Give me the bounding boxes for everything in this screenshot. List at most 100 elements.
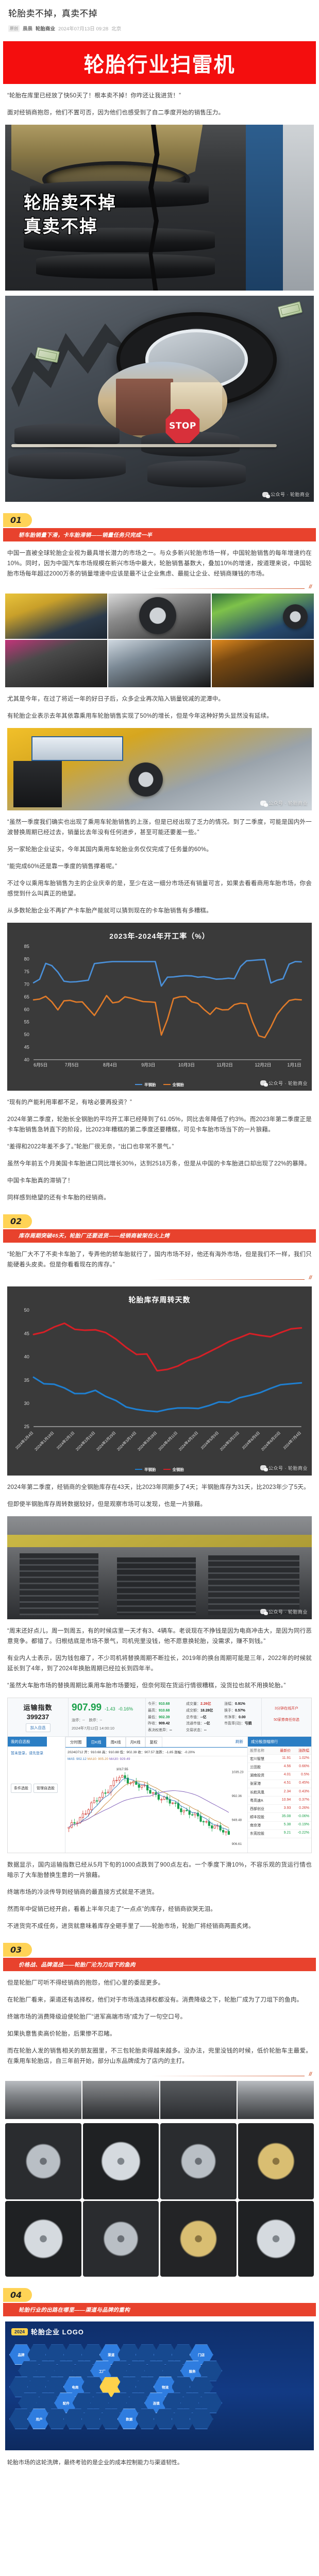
wheel-photo: [238, 2123, 314, 2199]
wheel-photo: [82, 2200, 159, 2277]
tab-daily-kline[interactable]: 日K线: [86, 1736, 106, 1747]
wheel-photo-grid: [5, 2123, 314, 2277]
stat-item: 流通市值：--亿: [186, 1722, 210, 1726]
warehouse-photo: 公众号 · 轮胎商业: [7, 1516, 312, 1619]
truck-cab-shape: [115, 379, 173, 435]
paragraph: 2024年第二季度，轮胎长全钢胎的平均开工率已经降到了61.05%，同比去年降低…: [7, 1116, 312, 1133]
paragraph: “周末还好点儿，周一到周五，有的时候店里一天才有3、4辆车。老说现在不挣钱是因为…: [7, 1628, 312, 1645]
svg-text:1035.23: 1035.23: [232, 1771, 244, 1774]
author-name[interactable]: 晨晨: [23, 26, 33, 32]
paragraph: 不过令以乘用车胎销售为主的企业庆幸的是，至少在这一细分市场还有销量可言，如果去看…: [7, 880, 312, 897]
tab-weekly-kline[interactable]: 周K线: [106, 1736, 126, 1747]
login-note[interactable]: 暂未登录，请先登录: [11, 1751, 43, 1755]
section-heading: 价格战、品牌混战——轮胎厂沦为刀俎下的鱼肉: [19, 1961, 136, 1968]
stat-item: 市净率：0.00: [224, 1715, 246, 1719]
condition-screen-button[interactable]: 条件选股: [11, 1783, 31, 1793]
cell-change: 0.45%: [299, 1781, 309, 1785]
table-row[interactable]: 东莞控股 9.21 -0.22%: [248, 1830, 311, 1839]
tire-stack-shape: [116, 1557, 196, 1615]
table-row[interactable]: 宏川智慧 11.91 1.02%: [248, 1755, 311, 1764]
section-marker-03: 03 价格战、品牌混战——轮胎厂沦为刀俎下的鱼肉: [3, 1943, 316, 1972]
stock-name: 运输指数: [23, 1703, 53, 1711]
tire-shape: [36, 254, 215, 279]
svg-text:12月2日: 12月2日: [255, 1062, 271, 1067]
svg-text:2024年2月15日: 2024年2月15日: [75, 1430, 96, 1451]
stock-quote-widget[interactable]: 运输指数 399237 加入自选 907.99 -1.43 -0.16% 涨停：…: [7, 1697, 312, 1854]
svg-text:10月3日: 10月3日: [178, 1062, 195, 1067]
wechat-icon: [260, 800, 268, 807]
kline-panel: 分时图 日K线 周K线 月K线 复权 刷新 2024O712 开：910.68 …: [65, 1736, 247, 1853]
wechat-icon: [260, 1080, 268, 1087]
ad-line[interactable]: 3分钟在线开户: [275, 1706, 298, 1710]
svg-text:40: 40: [24, 1057, 29, 1062]
legend-label: 全钢胎: [172, 1082, 184, 1087]
article-header: 轮胎卖不掉，真卖不掉 原创 晨晨 轮胎商业 2024年07月13日 09:28 …: [0, 0, 319, 32]
svg-text:2024年7月4日: 2024年7月4日: [282, 1430, 303, 1450]
table-row[interactable]: 顺丰控股 35.08 -0.06%: [248, 1813, 311, 1822]
svg-text:40: 40: [24, 1354, 29, 1360]
money-bill-icon: [35, 347, 60, 363]
svg-text:8月4日: 8月4日: [103, 1062, 117, 1067]
paragraph: “虽然大车胎市场的替换周期比乘用车胎市场要短，但奈何现在货运行情很糟糕，没货拉也…: [7, 1682, 286, 1689]
stat-item: 市盈率(动)：亏损: [224, 1722, 252, 1726]
table-row[interactable]: 湖南投资 4.01 0.5%: [248, 1772, 311, 1780]
paragraph: 2024年第二季度，经销商的全钢胎库存在43天，比2023年同期多了4天；半钢胎…: [7, 1484, 310, 1490]
account-name[interactable]: 轮胎商业: [36, 26, 56, 32]
cell-price: 5.38: [283, 1823, 291, 1827]
section-heading: 轮胎行业的出路在哪里——渠道与品牌的重构: [19, 2307, 130, 2313]
table-row[interactable]: 长航凤凰 2.34 0.43%: [248, 1788, 311, 1797]
expo-photo-collage: [5, 594, 314, 687]
hero-overlay-line-1: 轮胎卖不掉: [23, 192, 116, 214]
ranking-header: 成分股涨幅排行: [248, 1736, 311, 1747]
svg-text:949.48: 949.48: [232, 1818, 242, 1822]
expo-photo: [211, 594, 314, 639]
page-title: 轮胎卖不掉，真卖不掉: [8, 9, 97, 19]
svg-text:50: 50: [24, 1308, 29, 1313]
chart-plot: 25 30 35 40 45 50 2024年1月4日 2024年1月18日 2024年2月1日…: [11, 1307, 308, 1466]
table-row[interactable]: 粤高速A 10.94 0.37%: [248, 1797, 311, 1805]
legend-label: 半钢胎: [144, 1467, 156, 1472]
kline-svg: 1035.23 992.36 949.48 906.61 1017.55: [68, 1768, 244, 1846]
tire-shape: [129, 762, 163, 797]
stock-ads[interactable]: 3分钟在线开户 50家券商任你选: [262, 1698, 311, 1736]
manage-watchlist-button[interactable]: 管理自选股: [33, 1783, 58, 1793]
svg-text:2024年1月4日: 2024年1月4日: [14, 1430, 35, 1450]
paragraph: 而在轮胎人发的销售相关的朋友圈里，不三包轮胎卖得越来越多。没办法，兜里没钱的时候…: [7, 2048, 312, 2065]
table-row[interactable]: 西部创业 3.93 0.26%: [248, 1805, 311, 1814]
divider: [7, 1275, 312, 1281]
tab-monthly-kline[interactable]: 月K线: [125, 1736, 145, 1747]
ma5-value: MA5: 902.12: [68, 1757, 87, 1761]
section-marker-04: 04 轮胎行业的出路在哪里——渠道与品牌的重构: [3, 2288, 316, 2317]
promo-honeycomb-banner[interactable]: 2024 轮胎企业 LOGO 品牌 渠道 门店 工厂 服务 电商 物流 配件 连锁 用户 数据: [5, 2321, 314, 2451]
refresh-button[interactable]: 刷新: [236, 1739, 243, 1744]
tab-adjusted[interactable]: 复权: [145, 1736, 162, 1747]
svg-text:45: 45: [24, 1331, 29, 1336]
expo-photo: [108, 594, 211, 639]
ad-line[interactable]: 50家券商任你选: [274, 1718, 299, 1722]
svg-text:7月5日: 7月5日: [65, 1062, 79, 1067]
expo-photo: [5, 594, 108, 639]
limit-up-value: --: [82, 1718, 85, 1722]
stock-price-block: 907.99 -1.43 -0.16% 涨停：-- 跌停：-- 2024年7月1…: [69, 1698, 146, 1736]
table-row[interactable]: 南京港 5.38 -0.19%: [248, 1822, 311, 1830]
svg-text:30: 30: [24, 1401, 29, 1406]
paragraph: “能完成60%还是靠一季度的销售撑着呢。”: [7, 863, 117, 870]
table-row[interactable]: 兰田股 4.56 0.66%: [248, 1763, 311, 1772]
stat-item: 换手：0.57%: [224, 1708, 245, 1713]
article-meta: 原创 晨晨 轮胎商业 2024年07月13日 09:28 北京: [8, 25, 311, 32]
chart-title: 轮胎库存周转天数: [128, 1295, 191, 1304]
watermark-text: 公众号 · 轮胎商业: [271, 492, 310, 497]
cell-change: 0.26%: [299, 1806, 309, 1810]
cell-stock-name: 南京港: [250, 1824, 261, 1828]
add-to-watchlist-button[interactable]: 加入自选: [25, 1723, 51, 1732]
cell-price: 9.21: [283, 1831, 291, 1835]
legend-item: 半钢胎: [135, 1082, 156, 1088]
hero-overlay-text: 轮胎卖不掉 真卖不掉: [23, 191, 116, 239]
divider: [7, 2072, 312, 2078]
cell-change: -0.22%: [297, 1831, 309, 1835]
svg-text:65: 65: [24, 994, 29, 999]
cell-stock-name: 兰田股: [250, 1765, 261, 1769]
tab-intraday[interactable]: 分时图: [65, 1736, 87, 1747]
limit-row: 涨停：-- 跌停：--: [72, 1718, 142, 1723]
table-row[interactable]: 张家港 4.51 0.45%: [248, 1780, 311, 1788]
